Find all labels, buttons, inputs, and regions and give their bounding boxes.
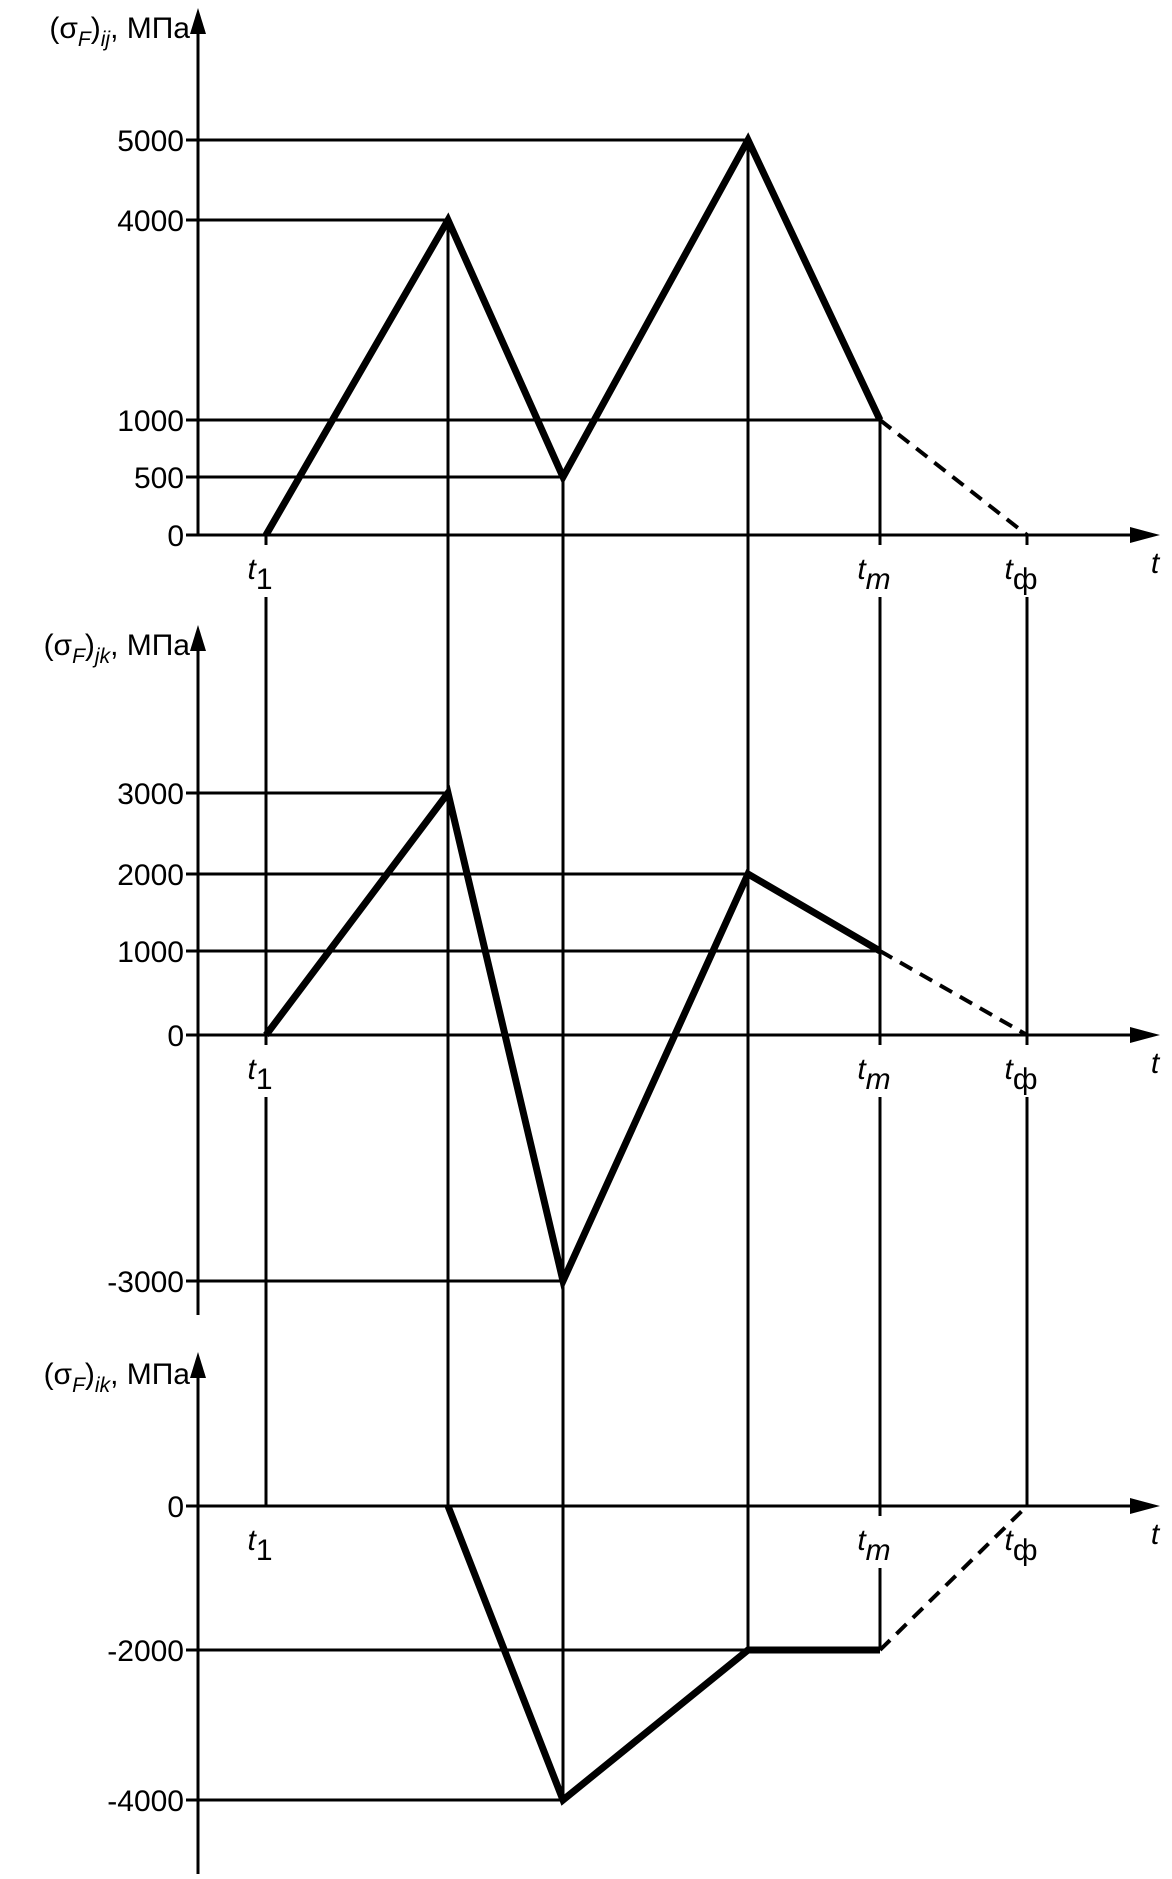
y-axis-label-sub2: ik bbox=[95, 1374, 112, 1397]
y-tick-label: 3000 bbox=[117, 778, 184, 811]
y-axis-label-unit: , МПа bbox=[110, 12, 190, 45]
y-axis-label-mid: ) bbox=[85, 1358, 95, 1391]
series-dashed bbox=[880, 420, 1027, 535]
y-axis-label-sym: (σ bbox=[49, 12, 78, 45]
x-axis-arrow bbox=[1130, 1498, 1160, 1514]
y-tick-label: 4000 bbox=[117, 205, 184, 238]
x-tick-sub: 1 bbox=[256, 1534, 273, 1567]
y-axis-arrow bbox=[190, 1352, 206, 1378]
y-axis-label: (σF)jk, МПа bbox=[44, 629, 191, 668]
x-axis-arrow bbox=[1130, 527, 1160, 543]
y-axis-label-sym: (σ bbox=[44, 1358, 73, 1391]
guide-lines bbox=[266, 140, 1027, 1800]
x-axis-arrow bbox=[1130, 1027, 1160, 1043]
y-tick-label: 0 bbox=[167, 1491, 184, 1524]
y-tick-label: -4000 bbox=[107, 1785, 184, 1818]
y-axis-label-unit: , МПа bbox=[110, 1358, 190, 1391]
series-dashed bbox=[880, 951, 1027, 1035]
y-axis-label: (σF)ij, МПа bbox=[49, 12, 190, 51]
series-solid bbox=[266, 793, 880, 1281]
x-axis-label: t bbox=[1151, 1518, 1161, 1551]
y-tick-label: 5000 bbox=[117, 125, 184, 158]
y-tick-label: 0 bbox=[167, 520, 184, 553]
y-tick-label: -2000 bbox=[107, 1635, 184, 1668]
y-tick-label: 0 bbox=[167, 1020, 184, 1053]
y-axis-arrow bbox=[190, 625, 206, 651]
y-tick-label: 500 bbox=[134, 462, 184, 495]
x-tick-sub: 1 bbox=[256, 1063, 273, 1096]
x-tick-sub: m bbox=[866, 563, 891, 596]
x-tick-sub: ф bbox=[1013, 1534, 1038, 1567]
y-tick-label: 2000 bbox=[117, 859, 184, 892]
x-tick-sub: ф bbox=[1013, 563, 1038, 596]
y-axis-label-sym: (σ bbox=[44, 629, 73, 662]
y-axis-label-sub2: jk bbox=[92, 645, 112, 668]
x-tick-sub: m bbox=[866, 1534, 891, 1567]
y-tick-label: 1000 bbox=[117, 936, 184, 969]
y-axis-label-unit: , МПа bbox=[110, 629, 190, 662]
y-tick-label: 1000 bbox=[117, 405, 184, 438]
y-axis-label: (σF)ik, МПа bbox=[44, 1358, 191, 1397]
y-axis-label-mid: ) bbox=[85, 629, 95, 662]
x-axis-label: t bbox=[1151, 547, 1161, 580]
x-axis-label: t bbox=[1151, 1047, 1161, 1080]
x-tick-sub: 1 bbox=[256, 563, 273, 596]
y-tick-label: -3000 bbox=[107, 1266, 184, 1299]
x-tick-sub: m bbox=[866, 1063, 891, 1096]
x-tick-sub: ф bbox=[1013, 1063, 1038, 1096]
series-solid bbox=[448, 1506, 880, 1800]
y-axis-label-mid: ) bbox=[91, 12, 101, 45]
y-axis-arrow bbox=[190, 8, 206, 34]
